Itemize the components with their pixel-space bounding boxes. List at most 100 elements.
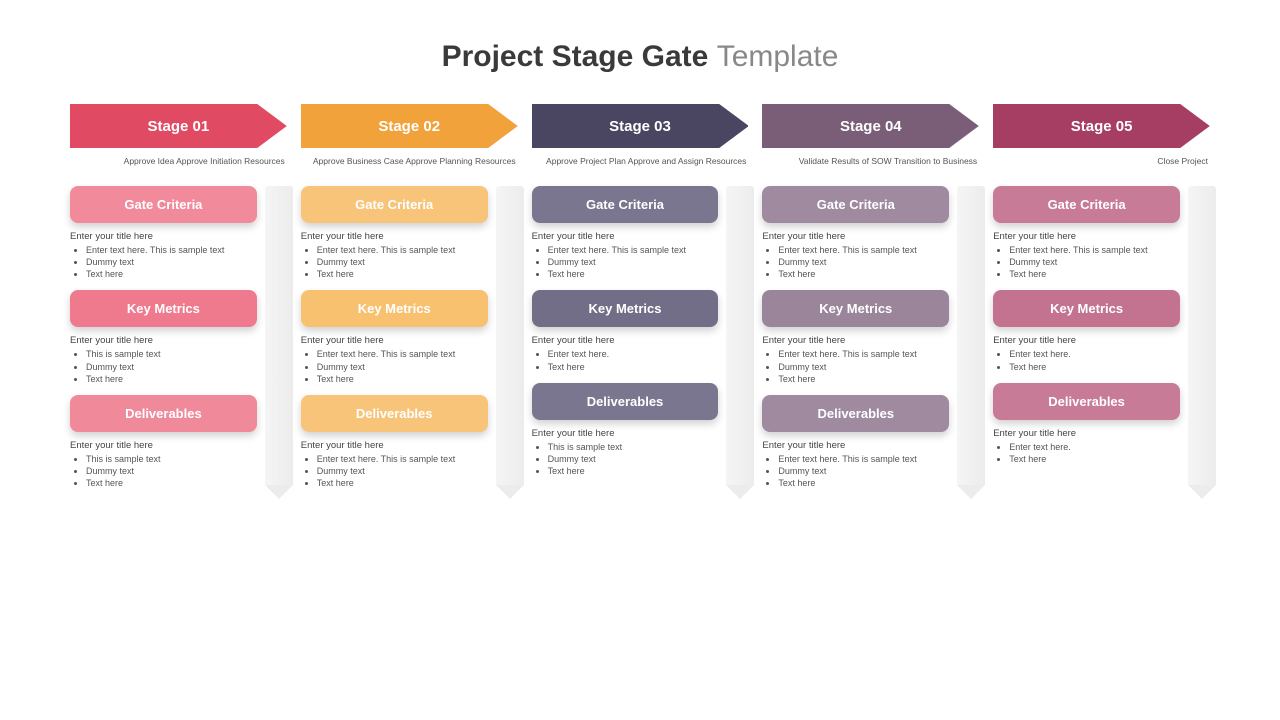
- block-title: Enter your title here: [762, 231, 949, 242]
- bullet-item: Enter text here.: [548, 348, 719, 360]
- bullet-list: Enter text here. This is sample textDumm…: [762, 244, 949, 280]
- bullet-item: Enter text here. This is sample text: [317, 348, 488, 360]
- bullet-item: Dummy text: [86, 256, 257, 268]
- bullet-list: This is sample textDummy textText here: [70, 348, 257, 384]
- content-block: Enter your title here Enter text here. T…: [301, 231, 488, 280]
- bullet-item: Enter text here. This is sample text: [778, 453, 949, 465]
- content-block: Enter your title here Enter text here. T…: [301, 335, 488, 384]
- section-pill: Deliverables: [532, 383, 719, 420]
- stage-arrow: Stage 04: [762, 104, 979, 148]
- content-block: Enter your title here Enter text here. T…: [532, 231, 719, 280]
- bullet-item: Enter text here. This is sample text: [1009, 244, 1180, 256]
- bullet-item: This is sample text: [86, 348, 257, 360]
- stage-columns: Gate Criteria Enter your title here Ente…: [70, 186, 1210, 499]
- section-pill: Key Metrics: [301, 290, 488, 327]
- bullet-item: Text here: [1009, 268, 1180, 280]
- stage-arrow: Stage 05: [993, 104, 1210, 148]
- bullet-item: Text here: [548, 361, 719, 373]
- bullet-item: Text here: [317, 268, 488, 280]
- bullet-item: Text here: [778, 477, 949, 489]
- bullet-item: Dummy text: [778, 256, 949, 268]
- block-title: Enter your title here: [762, 440, 949, 451]
- bullet-list: Enter text here.Text here: [993, 441, 1180, 465]
- bullet-item: Text here: [1009, 361, 1180, 373]
- stage-column: Gate Criteria Enter your title here Ente…: [532, 186, 749, 499]
- column-content: Gate Criteria Enter your title here Ente…: [532, 186, 749, 477]
- column-content: Gate Criteria Enter your title here Ente…: [70, 186, 287, 489]
- section-pill: Gate Criteria: [301, 186, 488, 223]
- bullet-item: This is sample text: [548, 441, 719, 453]
- content-block: Enter your title here Enter text here. T…: [762, 440, 949, 489]
- bullet-item: Text here: [778, 268, 949, 280]
- bullet-item: Dummy text: [86, 361, 257, 373]
- block-title: Enter your title here: [993, 231, 1180, 242]
- bullet-list: This is sample textDummy textText here: [70, 453, 257, 489]
- block-title: Enter your title here: [532, 428, 719, 439]
- bullet-list: Enter text here. This is sample textDumm…: [762, 348, 949, 384]
- bullet-item: Text here: [548, 465, 719, 477]
- content-block: Enter your title here Enter text here. T…: [993, 231, 1180, 280]
- content-block: Enter your title here Enter text here.Te…: [993, 335, 1180, 372]
- bullet-item: Dummy text: [317, 361, 488, 373]
- stage-arrow: Stage 03: [532, 104, 749, 148]
- bullet-item: Dummy text: [1009, 256, 1180, 268]
- bullet-item: Dummy text: [86, 465, 257, 477]
- content-block: Enter your title here Enter text here. T…: [70, 231, 257, 280]
- gate-captions-row: Approve Idea Approve Initiation Resource…: [70, 156, 1210, 180]
- bullet-item: Enter text here. This is sample text: [778, 244, 949, 256]
- section-pill: Deliverables: [762, 395, 949, 432]
- bullet-item: Enter text here. This is sample text: [548, 244, 719, 256]
- bullet-item: Text here: [317, 477, 488, 489]
- bullet-list: Enter text here. This is sample textDumm…: [532, 244, 719, 280]
- stage-column: Gate Criteria Enter your title here Ente…: [762, 186, 979, 499]
- stage-column: Gate Criteria Enter your title here Ente…: [70, 186, 287, 499]
- bullet-list: Enter text here. This is sample textDumm…: [70, 244, 257, 280]
- stage-column: Gate Criteria Enter your title here Ente…: [301, 186, 518, 499]
- section-pill: Key Metrics: [70, 290, 257, 327]
- section-pill: Key Metrics: [762, 290, 949, 327]
- bullet-item: This is sample text: [86, 453, 257, 465]
- bullet-list: Enter text here. This is sample textDumm…: [762, 453, 949, 489]
- bullet-item: Enter text here. This is sample text: [317, 244, 488, 256]
- bullet-item: Dummy text: [778, 465, 949, 477]
- section-pill: Gate Criteria: [762, 186, 949, 223]
- title-bold: Project Stage Gate: [442, 40, 709, 73]
- bullet-list: Enter text here.Text here: [993, 348, 1180, 372]
- section-pill: Key Metrics: [993, 290, 1180, 327]
- gate-caption: Approve Idea Approve Initiation Resource…: [70, 156, 287, 180]
- section-pill: Deliverables: [993, 383, 1180, 420]
- section-pill: Gate Criteria: [70, 186, 257, 223]
- bullet-item: Text here: [86, 477, 257, 489]
- bullet-item: Enter text here. This is sample text: [317, 453, 488, 465]
- bullet-item: Enter text here.: [1009, 348, 1180, 360]
- gate-caption: Close Project: [993, 156, 1210, 180]
- bullet-list: Enter text here. This is sample textDumm…: [301, 244, 488, 280]
- bullet-item: Dummy text: [548, 453, 719, 465]
- bullet-item: Text here: [86, 268, 257, 280]
- bullet-item: Text here: [317, 373, 488, 385]
- page-title: Project Stage Gate Template: [70, 40, 1210, 74]
- block-title: Enter your title here: [532, 231, 719, 242]
- block-title: Enter your title here: [70, 231, 257, 242]
- bullet-item: Enter text here. This is sample text: [86, 244, 257, 256]
- stage-arrow-label: Stage 04: [840, 118, 902, 135]
- bullet-item: Text here: [1009, 453, 1180, 465]
- gate-caption: Approve Project Plan Approve and Assign …: [532, 156, 749, 180]
- stage-column: Gate Criteria Enter your title here Ente…: [993, 186, 1210, 499]
- bullet-item: Dummy text: [778, 361, 949, 373]
- bullet-item: Text here: [86, 373, 257, 385]
- bullet-item: Enter text here. This is sample text: [778, 348, 949, 360]
- section-pill: Gate Criteria: [532, 186, 719, 223]
- bullet-list: This is sample textDummy textText here: [532, 441, 719, 477]
- content-block: Enter your title here Enter text here.Te…: [532, 335, 719, 372]
- bullet-item: Enter text here.: [1009, 441, 1180, 453]
- gate-caption: Approve Business Case Approve Planning R…: [301, 156, 518, 180]
- content-block: Enter your title here Enter text here. T…: [762, 231, 949, 280]
- gate-caption: Validate Results of SOW Transition to Bu…: [762, 156, 979, 180]
- section-pill: Deliverables: [301, 395, 488, 432]
- title-light: Template: [717, 40, 839, 73]
- bullet-list: Enter text here. This is sample textDumm…: [993, 244, 1180, 280]
- bullet-item: Text here: [778, 373, 949, 385]
- block-title: Enter your title here: [301, 335, 488, 346]
- stage-arrow-label: Stage 01: [148, 118, 210, 135]
